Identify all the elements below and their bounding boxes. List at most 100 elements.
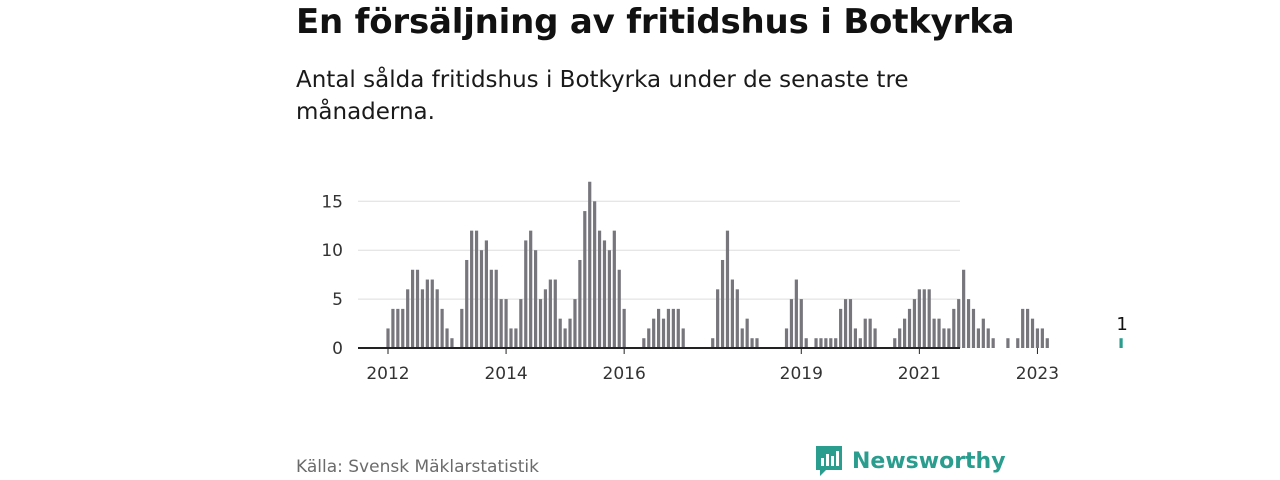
bar (784, 328, 789, 348)
bar (450, 338, 454, 348)
bar (843, 299, 848, 348)
bar (804, 338, 808, 348)
bar (730, 279, 734, 348)
bar (671, 308, 675, 348)
bar (917, 289, 921, 348)
highlight-bar (1119, 338, 1123, 348)
bar (588, 181, 592, 348)
bar (578, 259, 582, 348)
bar (962, 269, 966, 348)
bar (474, 230, 479, 348)
bar (839, 308, 843, 348)
bars (386, 181, 1123, 348)
bar (529, 230, 533, 348)
bar (484, 240, 488, 348)
bar (858, 338, 862, 348)
bar (563, 328, 567, 348)
bar (1045, 338, 1049, 348)
bar (1026, 308, 1030, 348)
gridlines (358, 200, 960, 300)
bar (893, 338, 897, 348)
bar (863, 318, 867, 348)
bar (794, 279, 798, 348)
bar (642, 338, 646, 348)
bar (445, 328, 449, 348)
y-tick-label: 0 (332, 339, 343, 359)
x-tick-label: 2016 (603, 364, 646, 384)
bar (1006, 338, 1010, 348)
bar (789, 299, 794, 348)
x-axis-ticks: 2012 2014 2016 2019 2021 2023 (366, 348, 1059, 384)
bar (430, 279, 434, 348)
bar (720, 259, 725, 348)
bar (470, 230, 474, 348)
bar (676, 308, 680, 348)
bar (573, 299, 577, 348)
bar (942, 328, 946, 348)
bar (657, 308, 661, 348)
chart-card: En försäljning av fritidshus i Botkyrka … (296, 0, 1128, 480)
bar (622, 308, 626, 348)
bar (912, 299, 917, 348)
x-tick-label: 2014 (484, 364, 527, 384)
y-tick-label: 5 (332, 290, 343, 310)
bar (681, 328, 685, 348)
bar (898, 328, 902, 348)
bar (1035, 328, 1040, 348)
bar (440, 308, 444, 348)
bar (553, 279, 557, 348)
x-tick-label: 2021 (898, 364, 941, 384)
bar (583, 211, 587, 348)
bar (652, 318, 656, 348)
brand-logo[interactable]: Newsworthy (814, 444, 1006, 478)
y-tick-label: 15 (321, 192, 343, 212)
bar (543, 289, 548, 348)
bar (711, 338, 715, 348)
bar (460, 308, 464, 348)
bar (740, 328, 744, 348)
bar (489, 269, 493, 348)
bar (903, 318, 907, 348)
bar (750, 338, 754, 348)
bar (391, 308, 395, 348)
newsworthy-logo-icon (816, 446, 842, 476)
bar (568, 318, 572, 348)
x-tick-label: 2019 (780, 364, 823, 384)
bar (834, 338, 838, 348)
x-tick-label: 2023 (1016, 364, 1059, 384)
bar (991, 338, 995, 348)
y-axis-ticks: 0 5 10 15 (321, 192, 343, 359)
bar (420, 289, 425, 348)
bar (1030, 318, 1035, 348)
bar (558, 318, 562, 348)
bar (465, 259, 469, 348)
bar (824, 338, 828, 348)
bar (755, 338, 759, 348)
bar (534, 250, 538, 348)
bar (504, 299, 508, 348)
bar (952, 308, 956, 348)
bar (745, 318, 749, 348)
bar (612, 230, 616, 348)
bar (386, 328, 390, 348)
bar (617, 269, 621, 348)
bar (509, 328, 513, 348)
bar (401, 308, 405, 348)
bar (597, 230, 602, 348)
bar (981, 318, 985, 348)
bar (415, 269, 420, 348)
bar (971, 308, 976, 348)
bar (716, 289, 720, 348)
bar (873, 328, 877, 348)
bar (406, 289, 410, 348)
bar (853, 328, 857, 348)
source-note: Källa: Svensk Mäklarstatistik (296, 457, 539, 477)
chart-title: En försäljning av fritidshus i Botkyrka (296, 2, 1015, 42)
bar (986, 328, 990, 348)
bar (607, 250, 611, 348)
brand-name: Newsworthy (852, 448, 1006, 474)
bar (848, 299, 853, 348)
bar (479, 250, 484, 348)
bar (499, 299, 503, 348)
